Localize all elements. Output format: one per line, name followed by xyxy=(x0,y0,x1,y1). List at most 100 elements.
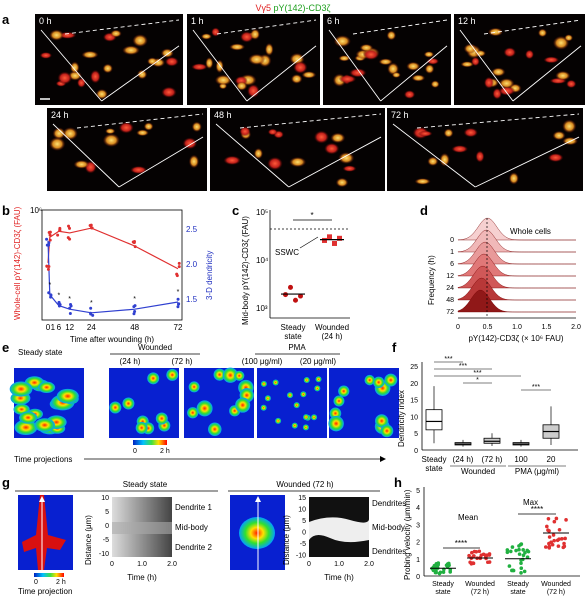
d-ytick: 0 xyxy=(450,237,454,244)
f-sig: * xyxy=(476,377,479,384)
panel-e-w24: (24 h) xyxy=(120,357,141,366)
cell xyxy=(118,121,134,134)
f-ytick: 5 xyxy=(414,431,418,438)
cell xyxy=(182,137,198,150)
h-point xyxy=(517,544,521,548)
heatmap-cell xyxy=(187,407,199,419)
panel-b-xticks: 0 1 6 12 24 48 72 xyxy=(46,323,183,332)
axis-diagonal xyxy=(392,123,476,188)
cell xyxy=(503,47,517,58)
b-point-red xyxy=(90,226,94,230)
heatmap-cell xyxy=(300,391,307,398)
heatmap-cell xyxy=(380,424,394,438)
g-xtick2: 2.0 xyxy=(364,561,374,568)
microscopy-frame: 12 h xyxy=(454,14,585,105)
h-point xyxy=(562,541,566,546)
b-point-blue xyxy=(45,237,49,241)
panel-g-xticks2: 0 1.0 2.0 xyxy=(307,561,374,568)
cell xyxy=(491,67,506,77)
panel-g-r1-1: Mid-body xyxy=(175,523,208,532)
b-point-red xyxy=(133,245,137,249)
axis-dashed xyxy=(416,113,580,129)
cell xyxy=(338,55,351,62)
f-ytick: 0 xyxy=(414,448,418,455)
heatmap-cell xyxy=(109,401,122,414)
b-point-blue xyxy=(176,297,180,301)
g-xtick: 2.0 xyxy=(167,561,177,568)
panel-e-colorbar xyxy=(133,440,167,445)
panel-b-chart: 10⁶ Whole-cell pY(142)-CD3ζ (FAU) 3-D de… xyxy=(13,206,214,344)
heatmap-cell xyxy=(147,372,160,385)
b-point-blue xyxy=(176,305,180,309)
panel-e-p100: (100 μg/ml) xyxy=(242,357,283,366)
h-point xyxy=(474,549,479,554)
g-xtick2: 1.0 xyxy=(334,561,344,568)
heatmap-cell xyxy=(234,370,245,381)
b-point-blue xyxy=(47,243,51,247)
panel-g-steady: Steady state xyxy=(123,480,168,489)
cell xyxy=(566,79,577,89)
cell xyxy=(342,165,357,172)
panel-g-ylabel2: Distance (μm) xyxy=(282,515,291,565)
cell xyxy=(564,34,574,42)
heatmap-cell xyxy=(303,414,310,421)
panel-e-wounded: Wounded xyxy=(138,343,172,352)
panel-h-mean: Mean xyxy=(458,513,478,522)
b-star: * xyxy=(90,300,93,307)
h-point xyxy=(508,549,513,554)
heatmap-cell xyxy=(314,385,321,392)
f-box xyxy=(425,409,443,431)
d-xtick: 2.0 xyxy=(571,324,581,331)
f-sig: *** xyxy=(459,363,467,370)
h-point xyxy=(517,552,522,556)
cell xyxy=(39,52,53,59)
panel-b-yright-tick-2: 1.5 xyxy=(186,295,198,304)
c-point xyxy=(293,297,298,303)
microscopy-frame: 48 h xyxy=(210,108,385,191)
cell xyxy=(406,61,421,71)
panel-f-w2: (72 h) xyxy=(482,455,503,464)
axis-solid xyxy=(512,45,582,102)
cell xyxy=(359,43,374,52)
b-point-red xyxy=(48,238,52,242)
b-point-red xyxy=(45,264,49,268)
cell xyxy=(73,160,90,169)
b-point-red xyxy=(88,224,92,228)
cell xyxy=(250,28,261,40)
c-point xyxy=(337,235,342,241)
h-point xyxy=(554,516,559,521)
heatmap-cell xyxy=(372,376,385,389)
heatmap-cell xyxy=(19,411,38,424)
cell xyxy=(443,128,454,138)
h-point xyxy=(431,568,436,573)
g-ytick: -10 xyxy=(99,551,109,558)
h-point xyxy=(525,555,530,559)
b-point-blue xyxy=(47,291,51,295)
heatmap-cell xyxy=(384,373,398,387)
cell xyxy=(239,126,251,137)
panel-g-r1-2: Dendrite 2 xyxy=(175,543,212,552)
cell xyxy=(426,57,440,65)
h-point xyxy=(517,547,521,552)
panel-c-cat2-a: Wounded xyxy=(315,323,349,332)
f-ytick: 10 xyxy=(410,414,418,421)
panel-b-yright-tick-1: 2.0 xyxy=(186,260,198,269)
axis-diagonal xyxy=(192,29,248,102)
axis-diagonal xyxy=(459,29,514,102)
cell xyxy=(191,121,202,133)
axis-dashed xyxy=(352,19,448,35)
cell xyxy=(49,29,64,41)
h-point xyxy=(545,524,549,529)
heatmap-cell xyxy=(264,395,271,402)
b-star: * xyxy=(48,282,51,289)
g-ytick2: 10 xyxy=(298,507,306,514)
h-point xyxy=(470,550,474,555)
b-point-blue xyxy=(69,302,73,306)
b-point-red xyxy=(177,261,181,265)
b-point-blue xyxy=(49,293,53,297)
cell xyxy=(475,150,485,163)
panel-f-p2: 20 xyxy=(547,455,556,464)
heatmap-cell xyxy=(275,417,282,424)
h-point xyxy=(487,553,492,557)
